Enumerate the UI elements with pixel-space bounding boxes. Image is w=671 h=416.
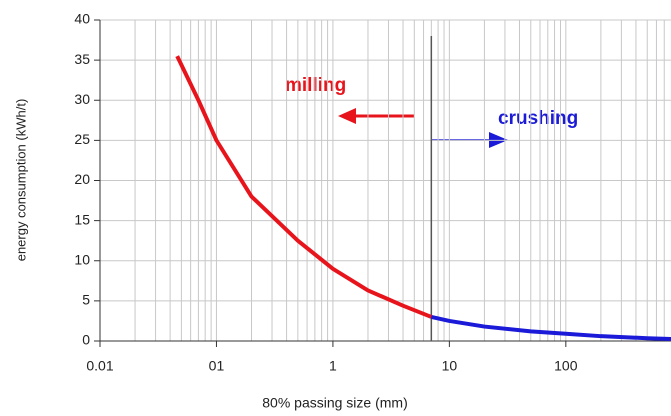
y-tick-label: 30 — [74, 91, 90, 107]
x-tick-label: 1 — [329, 358, 337, 374]
annotation: crushing — [498, 108, 578, 129]
x-tick-label: 100 — [554, 358, 578, 374]
y-tick-label: 15 — [74, 211, 90, 227]
x-tick-label: 01 — [209, 358, 225, 374]
y-tick-label: 35 — [74, 51, 90, 67]
x-tick-label: 0.01 — [86, 358, 113, 374]
y-tick-label: 0 — [82, 332, 90, 348]
x-axis-label: 80% passing size (mm) — [262, 395, 408, 411]
y-tick-label: 10 — [74, 251, 90, 267]
x-tick-label: 10 — [442, 358, 458, 374]
line — [430, 314, 671, 341]
y-tick-label: 5 — [82, 292, 90, 308]
arrow-head — [338, 108, 356, 124]
y-tick-label: 25 — [74, 131, 90, 147]
annotation: milling — [285, 75, 346, 96]
y-tick-label: 40 — [74, 11, 90, 27]
y-tick-label: 20 — [74, 171, 90, 187]
line — [175, 55, 433, 319]
y-axis-label: energy consumption (kWh/t) — [13, 99, 28, 262]
